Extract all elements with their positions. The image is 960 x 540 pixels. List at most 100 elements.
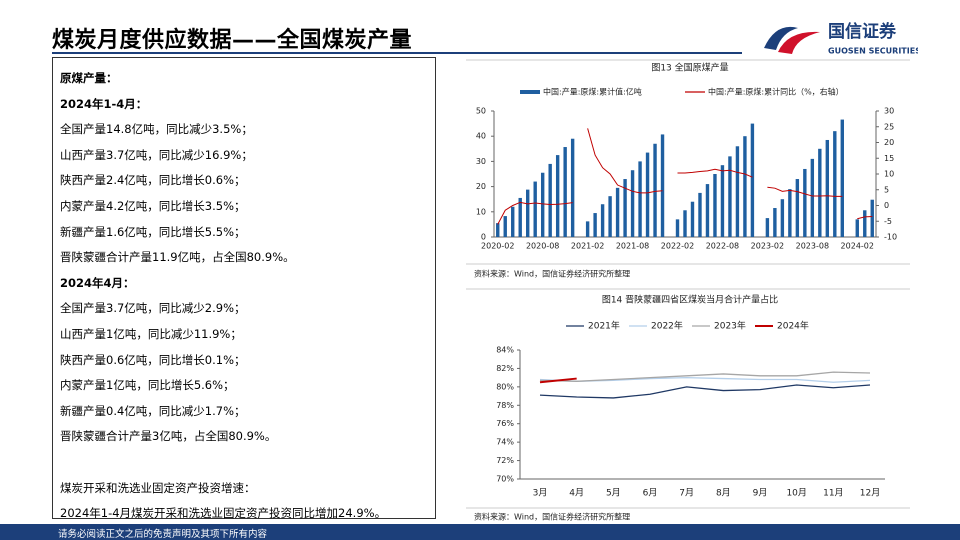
bar: [555, 155, 560, 237]
panel-line: 陕西产量2.4亿吨，同比增长0.6%；: [60, 173, 246, 188]
panel-line: 内蒙产量1亿吨，同比增长5.6%；: [60, 378, 235, 393]
y-tick-label: 0: [481, 233, 486, 242]
y-tick-label: 10: [476, 207, 486, 216]
line: [539, 377, 577, 384]
legend-label: 2024年: [777, 320, 809, 332]
logo: 国信证券 GUOSEN SECURITIES: [764, 21, 918, 56]
y2-tick-label: 20: [884, 138, 894, 147]
logo-mark: [778, 31, 820, 54]
chart-title: 图14 晋陕蒙疆四省区煤炭当月合计产量占比: [602, 294, 778, 306]
section-title: 2024年1-4月：: [60, 96, 148, 111]
panel-line: 新疆产量1.6亿吨，同比增长5.5%；: [60, 224, 246, 239]
bar: [608, 196, 612, 237]
bar: [825, 139, 830, 237]
y-tick-label: 70%: [496, 475, 514, 484]
bar: [630, 170, 635, 237]
title-rule: [52, 52, 742, 54]
bar: [728, 156, 732, 237]
bar: [698, 192, 702, 237]
panel-line: 全国产量14.8亿吨，同比减少3.5%；: [60, 122, 253, 137]
bar: [705, 184, 710, 237]
logo-cn: 国信证券: [828, 21, 897, 42]
bar: [735, 146, 740, 237]
y-tick-label: 74%: [496, 438, 514, 447]
x-tick-label: 2024-02: [841, 242, 874, 251]
bar: [533, 181, 537, 237]
line: [497, 128, 873, 225]
y-tick-label: 76%: [496, 419, 514, 428]
x-tick-label: 4月: [569, 488, 584, 499]
x-tick-label: 10月: [786, 488, 806, 499]
bar: [780, 199, 785, 237]
bar: [660, 134, 665, 237]
bar: [526, 189, 530, 237]
x-tick-label: 2021-02: [571, 242, 604, 251]
x-tick-label: 2023-02: [751, 242, 784, 251]
bar: [511, 206, 515, 237]
logo-en: GUOSEN SECURITIES: [828, 47, 918, 56]
y-tick-label: 72%: [496, 456, 514, 465]
panel-line: 晋陕蒙疆合计产量11.9亿吨，占全国80.9%。: [60, 250, 295, 265]
bar: [863, 210, 867, 237]
footer: 请务必阅读正文之后的免责声明及其项下所有内容: [0, 524, 960, 540]
source: 资料来源：Wind，国信证券经济研究所整理: [474, 512, 630, 522]
bar: [540, 172, 545, 237]
y-tick-label: 84%: [496, 346, 514, 355]
y2-tick-label: -5: [884, 217, 892, 226]
bar: [810, 158, 815, 237]
y-tick-label: 40: [476, 132, 486, 141]
y-tick-label: 82%: [496, 364, 514, 373]
legend-label: 中国:产量:原煤:累计值:亿吨: [543, 87, 642, 97]
panel-line: 全国产量3.7亿吨，同比减少2.9%；: [60, 301, 246, 316]
x-tick-label: 9月: [753, 488, 768, 499]
logo-mark: [764, 26, 798, 50]
footer-text: 请务必阅读正文之后的免责声明及其项下所有内容: [58, 529, 268, 540]
panel-line: 内蒙产量4.2亿吨，同比增长3.5%；: [60, 198, 246, 213]
bar: [840, 119, 844, 237]
line: [539, 371, 871, 382]
y-tick-label: 78%: [496, 401, 514, 410]
text-panel: 原煤产量： 2024年1-4月： 全国产量14.8亿吨，同比减少3.5%； 山西产量3…: [52, 57, 436, 520]
y2-tick-label: 30: [884, 107, 894, 116]
panel-line: 晋陕蒙疆合计产量3亿吨，占全国80.9%。: [60, 429, 277, 444]
bar: [563, 147, 567, 237]
bar: [795, 179, 800, 237]
x-tick-label: 2020-08: [526, 242, 559, 251]
bar: [750, 123, 755, 237]
x-tick-label: 12月: [860, 488, 880, 499]
panel-line: 2024年1-4月煤炭开采和洗选业固定资产投资同比增加24.9%。: [60, 506, 387, 521]
legend-swatch: [520, 90, 540, 94]
bar: [548, 163, 552, 237]
bar: [675, 219, 680, 237]
bar: [645, 152, 650, 237]
x-tick-label: 2022-02: [661, 242, 694, 251]
y2-tick-label: 0: [884, 201, 889, 210]
x-tick-label: 6月: [643, 488, 658, 499]
bar: [653, 143, 657, 237]
slide-title: 煤炭月度供应数据——全国煤炭产量: [52, 28, 413, 53]
legend-label: 中国:产量:原煤:累计同比（%，右轴）: [708, 87, 844, 97]
bar: [683, 210, 687, 237]
panel-line: 陕西产量0.6亿吨，同比增长0.1%；: [60, 352, 246, 367]
source: 资料来源：Wind，国信证券经济研究所整理: [474, 269, 630, 279]
x-tick-label: 11月: [823, 488, 843, 499]
bar: [833, 131, 837, 237]
x-tick-label: 3月: [533, 488, 548, 499]
bar: [818, 148, 822, 237]
bar: [570, 138, 575, 237]
y2-tick-label: 25: [884, 122, 894, 131]
bar: [765, 218, 770, 237]
bar: [623, 179, 627, 237]
panel-heading: 原煤产量：: [60, 71, 118, 85]
x-tick-label: 2021-08: [616, 242, 649, 251]
y-tick-label: 30: [476, 157, 486, 166]
bar: [690, 201, 695, 237]
bar: [638, 161, 642, 237]
y2-tick-label: -10: [884, 233, 897, 242]
x-tick-label: 8月: [716, 488, 731, 499]
y-tick-label: 20: [476, 182, 486, 191]
bar: [593, 213, 597, 237]
panel-line: 新疆产量0.4亿吨，同比减少1.7%；: [60, 403, 246, 418]
y2-tick-label: 15: [884, 154, 894, 163]
